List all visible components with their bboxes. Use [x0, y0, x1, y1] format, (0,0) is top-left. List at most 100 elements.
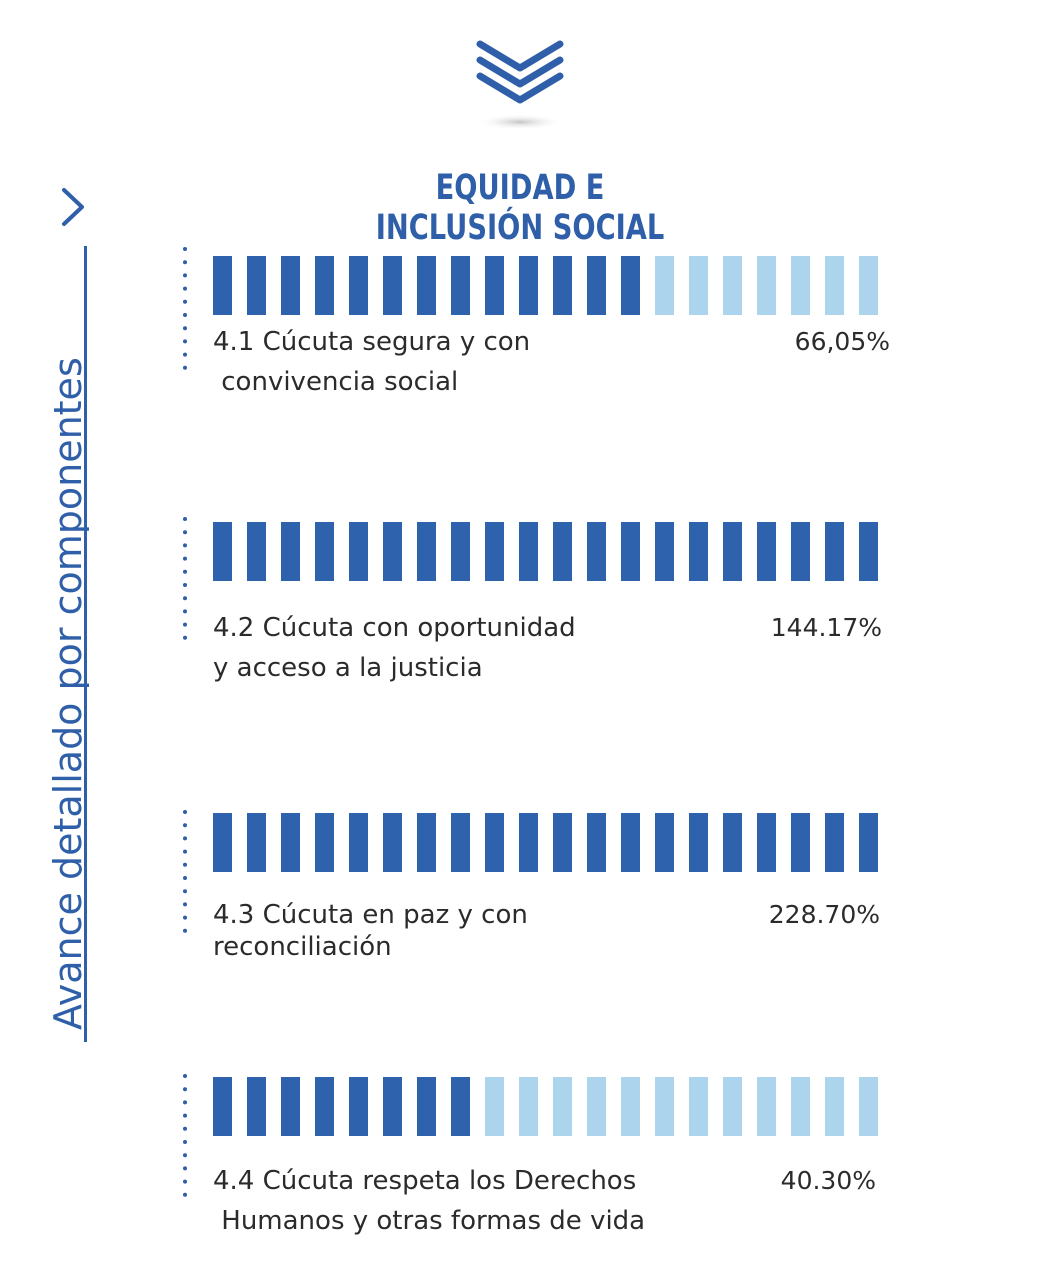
- dot: [183, 902, 187, 907]
- bar-segment-filled: [587, 813, 606, 872]
- component-label-line: 4.1 Cúcuta segura y con: [213, 327, 531, 357]
- dot: [183, 596, 187, 601]
- component-percentage: 66,05%: [794, 327, 890, 356]
- bar-segment-filled: [281, 522, 300, 581]
- bar-segment-filled: [213, 522, 232, 581]
- dotted-separator: [183, 247, 187, 370]
- bar-segment-filled: [315, 813, 334, 872]
- dot: [183, 915, 187, 920]
- bar-segment-filled: [451, 256, 470, 315]
- bar-segment-filled: [247, 813, 266, 872]
- dot: [183, 876, 187, 880]
- component-label-line: Humanos y otras formas de vida: [213, 1206, 646, 1236]
- bar-segment-filled: [451, 1077, 470, 1136]
- bar-segment-empty: [791, 256, 810, 315]
- dot: [183, 339, 187, 344]
- chart-title: EQUIDAD E INCLUSIÓN SOCIAL: [375, 168, 665, 248]
- component-label-line: 4.3 Cúcuta en paz y con: [213, 900, 528, 930]
- bar-segment-filled: [519, 522, 538, 581]
- bar-segment-filled: [417, 256, 436, 315]
- triple-chevron-down-icon: [476, 40, 564, 130]
- progress-bar-segments: [213, 522, 878, 581]
- dot: [183, 530, 187, 535]
- dot: [183, 849, 187, 854]
- bar-segment-filled: [859, 522, 878, 581]
- dot: [183, 260, 187, 265]
- component-label: 4.2 Cúcuta con oportunidad y acceso a la …: [213, 608, 576, 688]
- bar-segment-empty: [519, 1077, 538, 1136]
- dotted-separator: [183, 1074, 187, 1197]
- bar-segment-empty: [689, 1077, 708, 1136]
- dot: [183, 1074, 187, 1078]
- bar-segment-filled: [213, 256, 232, 315]
- bar-segment-filled: [349, 256, 368, 315]
- bar-segment-filled: [757, 813, 776, 872]
- bar-segment-empty: [859, 1077, 878, 1136]
- dot: [183, 1126, 187, 1131]
- bar-segment-empty: [587, 1077, 606, 1136]
- bar-segment-filled: [655, 813, 674, 872]
- bar-segment-filled: [519, 813, 538, 872]
- bar-segment-filled: [621, 256, 640, 315]
- dot: [183, 543, 187, 548]
- progress-bar-segments: [213, 1077, 878, 1136]
- bar-segment-filled: [349, 1077, 368, 1136]
- dot: [183, 836, 187, 841]
- component-label: 4.3 Cúcuta en paz y con reconciliación: [213, 895, 528, 967]
- dot: [183, 622, 187, 627]
- bar-segment-empty: [825, 256, 844, 315]
- bar-segment-filled: [281, 813, 300, 872]
- dot: [183, 556, 187, 561]
- component-percentage: 40.30%: [780, 1166, 876, 1195]
- dot: [183, 1166, 187, 1171]
- bar-segment-filled: [723, 813, 742, 872]
- bar-segment-filled: [825, 813, 844, 872]
- component-label-line: 4.2 Cúcuta con oportunidad: [213, 613, 576, 643]
- bar-segment-filled: [587, 256, 606, 315]
- bar-segment-filled: [553, 522, 572, 581]
- progress-bar-segments: [213, 813, 878, 872]
- bar-segment-empty: [689, 256, 708, 315]
- bar-segment-filled: [315, 1077, 334, 1136]
- bar-segment-filled: [349, 813, 368, 872]
- dot: [183, 583, 187, 587]
- bar-segment-filled: [451, 813, 470, 872]
- bar-segment-empty: [825, 1077, 844, 1136]
- dot: [183, 823, 187, 828]
- dot: [183, 862, 187, 867]
- bar-segment-filled: [417, 1077, 436, 1136]
- bar-segment-filled: [723, 522, 742, 581]
- bar-segment-filled: [281, 256, 300, 315]
- dot: [183, 247, 187, 251]
- bar-segment-filled: [553, 256, 572, 315]
- bar-segment-empty: [621, 1077, 640, 1136]
- component-label-line: 4.4 Cúcuta respeta los Derechos: [213, 1166, 637, 1196]
- component-label-line: y acceso a la justicia: [213, 653, 483, 683]
- bar-segment-filled: [213, 813, 232, 872]
- dotted-separator: [183, 517, 187, 640]
- dot: [183, 1192, 187, 1197]
- progress-bar-segments: [213, 256, 878, 315]
- bar-segment-filled: [315, 256, 334, 315]
- dot: [183, 609, 187, 614]
- bar-segment-filled: [519, 256, 538, 315]
- bar-segment-filled: [417, 813, 436, 872]
- bar-segment-filled: [757, 522, 776, 581]
- bar-segment-empty: [655, 256, 674, 315]
- dot: [183, 1153, 187, 1158]
- component-percentage: 144.17%: [770, 613, 882, 642]
- bar-segment-filled: [655, 522, 674, 581]
- dot: [183, 326, 187, 331]
- bar-segment-filled: [485, 813, 504, 872]
- dot: [183, 569, 187, 574]
- bar-segment-filled: [553, 813, 572, 872]
- bar-segment-empty: [859, 256, 878, 315]
- bar-segment-filled: [417, 522, 436, 581]
- bar-segment-filled: [689, 522, 708, 581]
- component-percentage: 228.70%: [768, 900, 880, 929]
- bar-segment-empty: [553, 1077, 572, 1136]
- bar-segment-filled: [825, 522, 844, 581]
- dot: [183, 889, 187, 894]
- bar-segment-filled: [791, 813, 810, 872]
- dot: [183, 1179, 187, 1184]
